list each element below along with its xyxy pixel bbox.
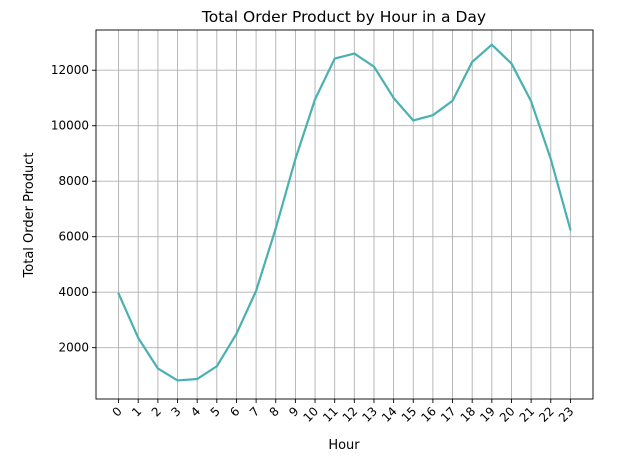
- x-tick-label: 11: [320, 404, 341, 425]
- x-tick-label: 15: [399, 404, 420, 425]
- x-tick-label: 16: [418, 404, 439, 425]
- x-tick-label: 1: [129, 404, 144, 419]
- series-line: [117, 43, 572, 382]
- y-tick-label: 10000: [51, 119, 89, 133]
- series-group: [117, 43, 572, 382]
- x-tick-label: 3: [168, 404, 183, 419]
- x-tick-label: 8: [267, 404, 282, 419]
- x-axis-title: Hour: [328, 438, 360, 453]
- axis-ticks: 0 1 2 3 4 5 6 7 8 9101112131415161718192021222320…: [51, 63, 577, 425]
- y-tick-label: 2000: [58, 341, 89, 355]
- x-tick-label: 6: [227, 404, 242, 419]
- y-axis-title: Total Order Product: [22, 153, 37, 279]
- x-tick-label: 5: [208, 404, 223, 419]
- x-tick-label: 7: [247, 404, 262, 419]
- x-tick-label: 9: [286, 404, 301, 419]
- x-tick-label: 21: [517, 404, 538, 425]
- x-tick-label: 17: [438, 404, 459, 425]
- plot-frame: [95, 29, 594, 400]
- x-tick-label: 23: [556, 404, 577, 425]
- x-tick-label: 22: [536, 404, 557, 425]
- x-tick-label: 2: [149, 404, 164, 419]
- x-tick-label: 18: [458, 404, 479, 425]
- x-tick-label: 12: [340, 404, 361, 425]
- y-tick-label: 12000: [51, 63, 89, 77]
- x-tick-label: 20: [497, 404, 518, 425]
- grid-lines: [96, 30, 593, 399]
- x-tick-label: 19: [477, 404, 498, 425]
- chart-title: Total Order Product by Hour in a Day: [201, 8, 486, 26]
- x-tick-label: 0: [109, 404, 124, 419]
- x-tick-label: 13: [359, 404, 380, 425]
- y-tick-label: 8000: [58, 174, 89, 188]
- y-tick-label: 6000: [58, 230, 89, 244]
- x-tick-label: 10: [300, 404, 321, 425]
- x-tick-label: 4: [188, 404, 203, 419]
- x-tick-label: 14: [379, 404, 400, 425]
- y-tick-label: 4000: [58, 285, 89, 299]
